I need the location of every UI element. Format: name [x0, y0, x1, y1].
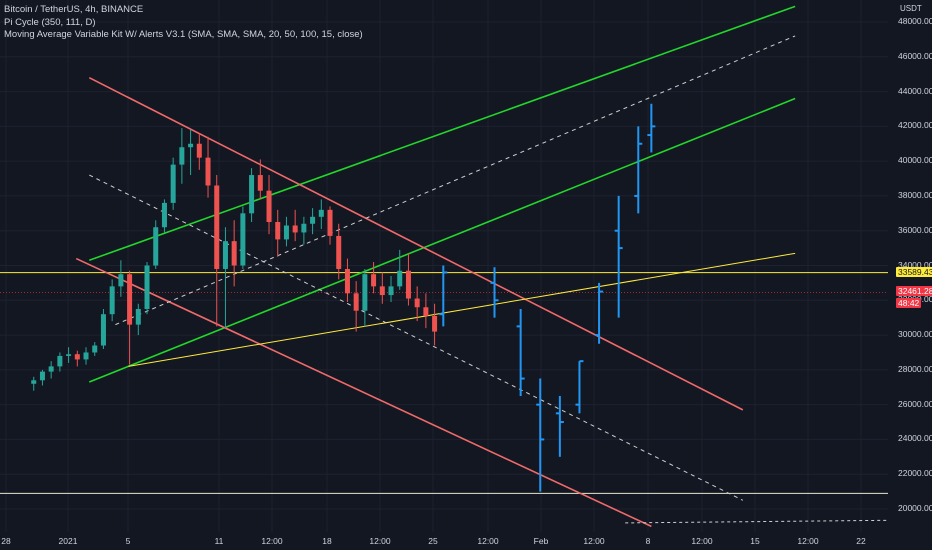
price-tick-label: 20000.00 — [898, 503, 932, 513]
indicator-pi-cycle[interactable]: Pi Cycle (350, 111, D) — [4, 16, 96, 28]
candle-body — [222, 241, 228, 269]
candle-body — [118, 274, 124, 287]
price-tick-label: 46000.00 — [898, 50, 932, 61]
price-tick-label: 40000.00 — [898, 155, 932, 166]
candle-body — [127, 274, 133, 325]
price-tick-label: 44000.00 — [898, 85, 932, 96]
yellow-trend-line — [128, 252, 796, 367]
candle-body — [57, 355, 63, 367]
candle-body — [144, 265, 150, 309]
red-trend-line — [75, 257, 652, 528]
candle-body — [310, 216, 316, 224]
time-tick-label: 18 — [322, 536, 332, 546]
candle-body — [179, 147, 185, 165]
candle-body — [66, 354, 72, 356]
candle-body — [292, 225, 298, 233]
candle-body — [135, 308, 141, 325]
candle-body — [83, 352, 89, 360]
time-tick-label: 12:00 — [691, 536, 713, 546]
price-tick-label: 24000.00 — [898, 433, 932, 444]
time-tick-label: 28 — [1, 536, 11, 546]
price-tick-label: 38000.00 — [898, 189, 932, 200]
candle-body — [153, 227, 159, 266]
candle-body — [379, 286, 385, 296]
candle-body — [92, 345, 98, 353]
candle-body — [301, 223, 307, 233]
candle-body — [109, 286, 115, 315]
red-trend-line — [88, 76, 744, 411]
dashed-midline-green-channel — [115, 35, 796, 326]
price-badge-yellow-line: 33589.43 — [896, 266, 932, 277]
candle-body — [39, 371, 45, 381]
candle-body — [344, 268, 350, 294]
candle-body — [31, 380, 37, 384]
symbol-title[interactable]: Bitcoin / TetherUS, 4h, BINANCE — [4, 4, 144, 15]
candle-body — [249, 175, 255, 214]
candle-body — [188, 143, 194, 148]
time-tick-label: 25 — [428, 536, 438, 546]
candle-body — [388, 286, 394, 296]
candle-body — [100, 314, 106, 346]
time-tick-label: 8 — [645, 536, 651, 546]
price-tick-label: 26000.00 — [898, 398, 932, 409]
time-tick-label: 12:00 — [477, 536, 499, 546]
price-tick-label: 28000.00 — [898, 363, 932, 374]
price-tick-label: 36000.00 — [898, 224, 932, 235]
candle-body — [397, 270, 403, 287]
candle-body — [196, 143, 202, 158]
time-tick-label: 15 — [750, 536, 760, 546]
time-tick-label: 12:00 — [261, 536, 283, 546]
candle-body — [327, 209, 333, 236]
candle-body — [205, 157, 211, 186]
candle-body — [74, 354, 80, 360]
time-tick-label: 11 — [214, 536, 224, 546]
time-tick-label: 12:00 — [583, 536, 605, 546]
candle-body — [275, 222, 281, 240]
time-tick-label: 12:00 — [369, 536, 391, 546]
candle-body — [257, 175, 263, 191]
green-trend-line — [88, 97, 796, 383]
candle-body — [231, 241, 237, 266]
chart-legend: Bitcoin / TetherUS, 4h, BINANCE Pi Cycle… — [4, 4, 363, 42]
candle-body — [214, 185, 220, 269]
candle-body — [266, 190, 272, 223]
candle-body — [336, 235, 342, 269]
price-axis[interactable]: 48000.00 46000.00 44000.00 42000.00 40000.00… — [888, 0, 932, 532]
candle-body — [423, 307, 429, 316]
candle-body — [48, 366, 54, 372]
candle-body — [318, 209, 324, 217]
candle-body — [371, 274, 377, 287]
price-tick-label: 22000.00 — [898, 468, 932, 479]
currency-unit-label: USDT — [900, 4, 922, 13]
candle-body — [432, 315, 438, 332]
time-axis[interactable]: 28 2021 5 11 12:00 18 12:00 25 12:00 Feb 12:00 8 12:… — [0, 532, 888, 550]
price-tick-label: 30000.00 — [898, 329, 932, 340]
candle-body — [405, 270, 411, 299]
candle-body — [353, 293, 359, 311]
dashed-bottom-line — [625, 519, 889, 524]
green-trend-line — [89, 5, 796, 262]
time-tick-label: 5 — [125, 536, 131, 546]
time-tick-label: 12:00 — [797, 536, 819, 546]
time-tick-label: Feb — [533, 536, 549, 546]
candle-body — [240, 213, 246, 266]
price-tick-label: 48000.00 — [898, 16, 932, 26]
candle-body — [414, 298, 420, 308]
time-tick-label: 2021 — [58, 536, 78, 546]
candle-body — [170, 164, 176, 203]
candle-body — [362, 274, 368, 311]
candle-body — [161, 202, 167, 228]
price-badge-last-price: 32461.28 — [896, 286, 932, 297]
price-tick-label: 34000.00 — [898, 259, 932, 270]
price-badge-countdown: 48:42 — [896, 298, 922, 309]
dashed-midline-red-channel — [89, 174, 744, 501]
price-tick-label: 42000.00 — [898, 120, 932, 131]
time-tick-label: 22 — [856, 536, 866, 546]
candle-body — [283, 225, 289, 240]
indicator-moving-average-kit[interactable]: Moving Average Variable Kit W/ Alerts V3… — [4, 29, 363, 40]
